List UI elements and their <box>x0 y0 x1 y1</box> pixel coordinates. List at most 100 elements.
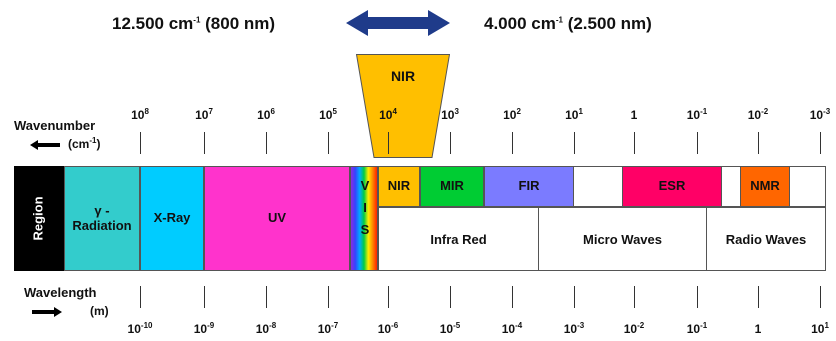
micro-waves-region: Micro Waves <box>538 207 707 271</box>
wavelength-tick-exponent: -7 <box>331 321 339 330</box>
wavenumber-tick-exponent: 7 <box>208 107 213 116</box>
wavenumber-tick-exponent: 6 <box>270 107 275 116</box>
wavenumber-tick-exponent: 3 <box>454 107 459 116</box>
wavelength-tick-mark <box>758 286 759 308</box>
wavenumber-tick-exponent: 8 <box>144 107 149 116</box>
wavenumber-tick-base: 10 <box>257 108 271 122</box>
left-arrow-icon <box>30 140 60 150</box>
wavenumber-tick-mark <box>634 132 635 154</box>
wavenumber-tick-base: 10 <box>131 108 145 122</box>
wavelength-tick-base: 1 <box>754 322 762 336</box>
wavelength-tick-label: 10-9 <box>194 321 215 337</box>
wavenumber-tick-mark <box>140 132 141 154</box>
wavelength-tick-base: 10 <box>377 322 392 336</box>
wavenumber-tick-label: 101 <box>565 107 583 123</box>
wavenumber-tick-base: 10 <box>809 108 824 122</box>
nir-upper-bound-nm: (800 nm) <box>200 14 276 33</box>
wavenumber-unit-exp: -1 <box>89 136 97 145</box>
wavelength-tick-mark <box>574 286 575 308</box>
wavenumber-axis-label: Wavenumber <box>14 118 96 133</box>
wavelength-tick-exponent: -9 <box>207 321 215 330</box>
wavelength-tick-base: 10 <box>811 322 825 336</box>
wavenumber-tick-base: 10 <box>441 108 455 122</box>
fir-band: FIR <box>484 166 574 207</box>
wavelength-tick-base: 10 <box>255 322 270 336</box>
wavenumber-tick-mark <box>512 132 513 154</box>
wavelength-tick-base: 10 <box>439 322 454 336</box>
wavenumber-tick-mark <box>574 132 575 154</box>
right-arrow-icon <box>32 307 62 317</box>
wavelength-tick-label: 10-10 <box>127 322 153 337</box>
nir-lower-bound-value: 4.000 cm <box>484 14 556 33</box>
wavenumber-tick-base: 10 <box>503 108 517 122</box>
wavelength-tick-base: 10 <box>127 322 141 336</box>
wavelength-tick-exponent: -4 <box>515 321 523 330</box>
wavenumber-tick-exponent: 1 <box>578 107 583 116</box>
wavelength-tick-mark <box>512 286 513 308</box>
wavelength-tick-exponent: -8 <box>269 321 277 330</box>
wavenumber-tick-mark <box>204 132 205 154</box>
nir-band: NIR <box>378 166 420 207</box>
vis-letter-s: S <box>360 222 370 237</box>
wavelength-tick-base: 10 <box>317 322 332 336</box>
wavenumber-tick-label: 108 <box>131 107 149 123</box>
nmr-band-label: NMR <box>750 178 780 194</box>
uv-band: UV <box>204 166 350 271</box>
wavenumber-tick-exponent: -1 <box>700 107 708 116</box>
wavelength-tick-mark <box>697 286 698 308</box>
nir-upper-bound-value: 12.500 cm <box>112 14 194 33</box>
wavenumber-tick-label: 107 <box>195 107 213 123</box>
wavelength-tick-label: 101 <box>811 321 829 337</box>
wavenumber-tick-mark <box>697 132 698 154</box>
wavelength-tick-label: 10-5 <box>439 322 460 337</box>
nir-upper-bound-label: 12.500 cm-1 (800 nm) <box>112 14 275 34</box>
wavenumber-tick-base: 10 <box>565 108 579 122</box>
wavelength-tick-base: 10 <box>563 322 578 336</box>
region-header-cell: Region <box>14 166 64 271</box>
uv-label: UV <box>267 210 287 226</box>
nir-upper-bound-unit-exp: -1 <box>193 15 201 25</box>
wavelength-tick-exponent: 1 <box>824 321 829 330</box>
wavelength-tick-mark <box>634 286 635 308</box>
range-double-arrow-icon <box>346 10 450 36</box>
wavenumber-tick-base: 10 <box>195 108 209 122</box>
wavelength-tick-base: 10 <box>623 322 638 336</box>
wavelength-tick-exponent: -6 <box>391 321 399 330</box>
wavenumber-tick-exponent: -2 <box>761 107 769 116</box>
wavenumber-tick-mark <box>388 132 389 154</box>
wavelength-tick-mark <box>328 286 329 308</box>
wavenumber-tick-mark <box>266 132 267 154</box>
wavelength-tick-mark <box>450 286 451 308</box>
wavenumber-unit-close: ) <box>96 137 101 151</box>
infra-red-region: Infra Red <box>378 207 539 271</box>
wavenumber-tick-label: 10-3 <box>809 107 831 123</box>
wavelength-tick-mark <box>140 286 141 308</box>
vis-letter-i: I <box>363 200 367 215</box>
gamma-radiation-band: γ - Radiation <box>64 166 140 271</box>
region-header-text: Region <box>30 196 46 241</box>
wavelength-tick-label: 10-7 <box>317 321 339 337</box>
xray-label: X-Ray <box>153 210 191 226</box>
wavelength-tick-label: 10-1 <box>687 321 708 337</box>
wavelength-tick-label: 10-4 <box>502 321 523 337</box>
visible-band: V I S <box>350 166 378 271</box>
wavenumber-tick-label: 102 <box>503 108 521 123</box>
wavelength-tick-label: 10-6 <box>377 321 399 337</box>
wavelength-tick-label: 10-8 <box>255 321 277 337</box>
nir-lower-bound-label: 4.000 cm-1 (2.500 nm) <box>484 14 652 34</box>
gamma-label-line2: Radiation <box>72 217 132 233</box>
wavelength-tick-exponent: -2 <box>637 321 645 330</box>
wavelength-tick-exponent: -1 <box>700 321 708 330</box>
wavelength-tick-label: 10-3 <box>563 322 584 337</box>
wavenumber-tick-exponent: 5 <box>332 107 337 116</box>
esr-band-label: ESR <box>658 178 686 194</box>
wavenumber-tick-exponent: -3 <box>823 107 831 116</box>
wavenumber-tick-base: 1 <box>630 108 638 122</box>
wavelength-tick-mark <box>204 286 205 308</box>
infra-red-label: Infra Red <box>430 231 487 247</box>
mir-band: MIR <box>420 166 484 207</box>
nmr-band: NMR <box>740 166 790 207</box>
wavenumber-tick-base: 10 <box>686 108 701 122</box>
radio-waves-label: Radio Waves <box>725 231 807 247</box>
nir-callout-label: NIR <box>390 68 416 84</box>
